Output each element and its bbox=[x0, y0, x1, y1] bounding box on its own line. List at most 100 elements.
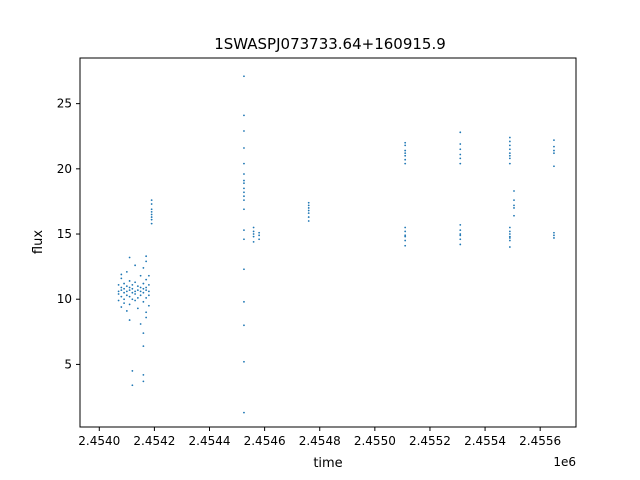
data-point bbox=[513, 207, 515, 209]
data-point bbox=[150, 222, 153, 225]
data-point bbox=[243, 360, 245, 363]
data-point bbox=[243, 179, 245, 182]
data-point bbox=[131, 283, 134, 286]
data-point bbox=[252, 233, 255, 235]
data-point bbox=[243, 268, 245, 271]
data-point bbox=[252, 230, 255, 233]
data-point bbox=[123, 287, 125, 290]
data-point bbox=[553, 165, 555, 168]
data-point bbox=[134, 264, 137, 267]
data-point bbox=[508, 144, 511, 147]
data-point bbox=[145, 260, 148, 263]
data-point bbox=[243, 208, 245, 211]
data-point bbox=[404, 226, 407, 229]
data-point bbox=[150, 216, 153, 218]
y-tick-label: 20 bbox=[57, 162, 72, 176]
data-point bbox=[125, 294, 128, 297]
data-point bbox=[147, 294, 150, 297]
x-axis-label: time bbox=[313, 456, 342, 471]
data-point bbox=[136, 285, 139, 288]
data-point bbox=[252, 240, 255, 243]
data-point bbox=[125, 285, 128, 288]
data-point bbox=[508, 148, 511, 151]
data-point bbox=[117, 299, 120, 302]
data-point bbox=[307, 216, 310, 218]
x-tick-label: 2.4550 bbox=[354, 434, 396, 448]
data-point bbox=[123, 282, 125, 285]
data-point bbox=[139, 290, 142, 293]
data-point bbox=[553, 149, 555, 152]
data-point bbox=[243, 199, 245, 202]
data-point bbox=[131, 291, 134, 294]
data-point bbox=[117, 290, 120, 293]
data-point bbox=[145, 311, 148, 314]
data-point bbox=[513, 199, 515, 202]
y-tick-label: 15 bbox=[57, 227, 72, 241]
data-point bbox=[142, 345, 145, 348]
data-point bbox=[125, 290, 128, 293]
data-point bbox=[307, 209, 310, 212]
data-point bbox=[150, 210, 153, 213]
data-point bbox=[459, 229, 462, 232]
data-point bbox=[404, 158, 407, 161]
x-tick-label: 2.4544 bbox=[189, 434, 231, 448]
data-point bbox=[128, 289, 131, 291]
data-point bbox=[508, 246, 511, 248]
data-point bbox=[307, 201, 310, 204]
data-point bbox=[243, 173, 245, 175]
data-point bbox=[459, 153, 462, 156]
data-point bbox=[459, 238, 462, 241]
data-point bbox=[128, 280, 131, 282]
data-point bbox=[508, 162, 511, 165]
data-point bbox=[258, 231, 261, 234]
data-point bbox=[243, 324, 245, 327]
data-point bbox=[513, 214, 515, 217]
data-point bbox=[258, 234, 261, 237]
data-point bbox=[243, 147, 245, 149]
data-point bbox=[553, 231, 555, 234]
data-point bbox=[307, 204, 310, 207]
data-point bbox=[508, 237, 511, 239]
data-point bbox=[508, 233, 511, 235]
data-point bbox=[120, 277, 123, 280]
x-tick-label: 2.4556 bbox=[519, 434, 561, 448]
data-point bbox=[150, 203, 153, 205]
data-point bbox=[145, 297, 148, 299]
data-point bbox=[120, 295, 123, 298]
data-point bbox=[307, 212, 310, 215]
x-tick-label: 2.4552 bbox=[409, 434, 451, 448]
data-point bbox=[145, 255, 148, 258]
data-point bbox=[136, 289, 139, 291]
data-point bbox=[243, 75, 245, 78]
data-point bbox=[243, 182, 245, 185]
data-point bbox=[553, 234, 555, 237]
data-point bbox=[131, 384, 134, 387]
data-point bbox=[404, 152, 407, 155]
data-point bbox=[139, 323, 142, 325]
data-point bbox=[128, 319, 131, 321]
data-point bbox=[145, 289, 148, 291]
data-point bbox=[404, 244, 407, 247]
y-axis-ticks: 5 10 15 20 25 bbox=[57, 97, 80, 371]
x-axis-offset-label: 1e6 bbox=[553, 455, 576, 469]
data-point bbox=[123, 298, 125, 301]
data-point bbox=[243, 114, 245, 117]
data-point bbox=[145, 286, 148, 289]
data-point bbox=[134, 293, 137, 295]
data-point bbox=[508, 152, 511, 155]
data-point bbox=[142, 332, 145, 335]
data-point bbox=[307, 207, 310, 209]
data-point bbox=[150, 199, 153, 202]
data-point bbox=[508, 230, 511, 233]
data-point bbox=[459, 143, 462, 145]
data-point bbox=[128, 303, 131, 306]
data-point bbox=[125, 270, 128, 273]
data-point bbox=[459, 148, 462, 151]
data-point bbox=[134, 281, 137, 284]
data-point bbox=[243, 187, 245, 190]
data-point bbox=[142, 380, 145, 383]
data-point bbox=[131, 298, 134, 301]
data-point bbox=[117, 293, 120, 295]
data-point bbox=[404, 149, 407, 152]
